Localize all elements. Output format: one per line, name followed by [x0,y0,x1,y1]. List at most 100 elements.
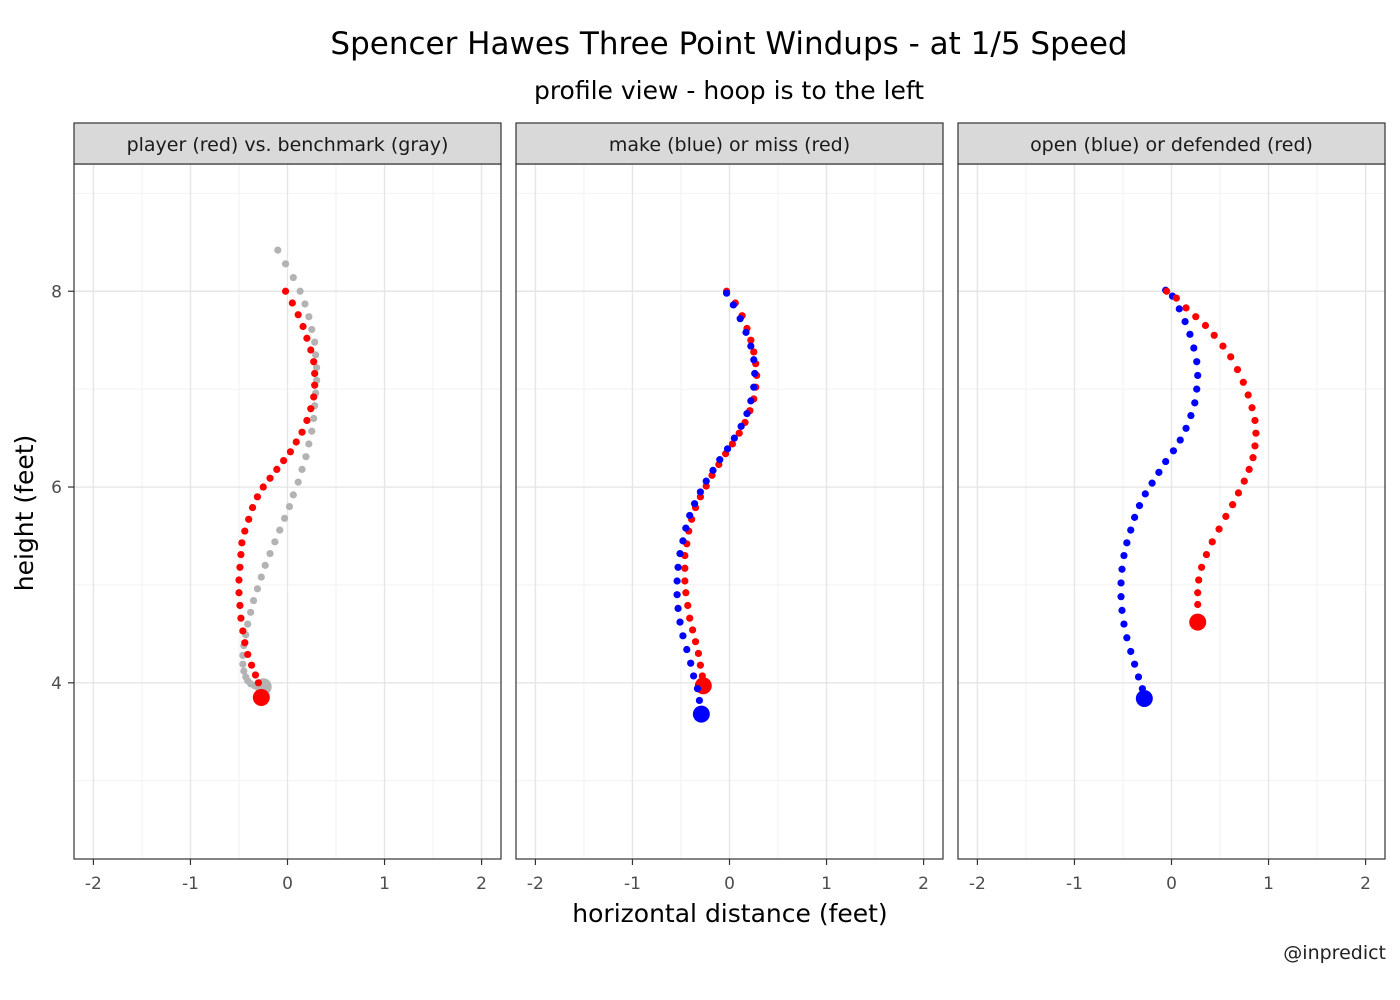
data-point [687,659,695,667]
data-point [1222,512,1230,520]
data-point [676,618,684,626]
x-tick-label: 1 [1263,874,1274,894]
data-point [1182,424,1190,432]
data-point [1127,647,1135,656]
data-point [673,591,681,599]
data-point [1117,593,1125,601]
data-point [311,369,319,378]
facet-strip-label: open (blue) or defended (red) [1030,134,1313,156]
data-point [690,500,699,508]
data-point [695,696,704,705]
data-point [313,364,321,372]
x-tick-label: 2 [918,874,929,894]
data-point [679,632,687,640]
data-point [1118,565,1126,573]
data-point [310,393,318,401]
data-point [251,671,260,679]
data-point [280,456,288,465]
data-point [240,667,248,675]
data-point [285,503,294,511]
y-tick-label: 4 [51,674,62,694]
facet-panel-1: player (red) vs. benchmark (gray) -2 -1 0 1 2… [51,122,502,894]
data-point [722,289,731,297]
series-gray [239,246,321,696]
release-point [692,705,710,723]
data-point [289,273,297,282]
data-point [1163,287,1171,295]
data-point [751,369,759,378]
facet-strip [515,122,944,165]
facet-panel-3: open (blue) or defended (red) -2 -1 0 1 2 [957,122,1386,894]
data-point [1192,313,1200,321]
data-point [747,342,755,350]
data-point [702,477,710,485]
data-point [1123,634,1131,642]
data-point [294,311,302,319]
data-point [691,638,700,646]
data-point [686,511,694,520]
release-point [1135,689,1153,707]
data-point [1148,479,1156,487]
data-point [1162,457,1170,466]
data-point [244,650,252,659]
data-point [244,620,252,628]
data-point [1172,294,1180,302]
data-point [308,427,316,435]
data-point [1182,304,1190,312]
data-point [247,661,256,669]
data-point [1202,550,1211,559]
data-point [239,627,247,635]
data-point [674,604,682,613]
data-point [254,679,262,687]
data-point [716,456,724,464]
x-tick-label: 0 [724,874,735,894]
data-point [681,564,689,572]
facet-strip-label: player (red) vs. benchmark (gray) [127,134,449,156]
data-point [301,300,309,308]
data-point [676,549,684,558]
data-point [723,445,732,453]
data-point [1117,579,1125,587]
data-point [1194,589,1202,597]
x-tick-label: 1 [821,874,832,894]
data-point [674,563,682,571]
data-point [1131,513,1139,521]
data-point [298,465,306,474]
data-point [1120,620,1128,628]
data-point [1251,416,1259,425]
data-point [1208,538,1216,546]
data-point [1229,501,1237,509]
data-point [1195,576,1203,584]
data-point [237,614,245,622]
data-point [689,672,698,680]
data-point [261,561,269,569]
data-point [303,416,311,425]
data-point [1245,465,1253,474]
data-point [1252,429,1260,437]
data-point [294,478,302,486]
data-point [247,608,255,616]
data-point [1233,365,1242,374]
data-point [274,246,282,254]
x-tick-label: 2 [476,874,487,894]
data-point [239,660,247,668]
data-point [1193,358,1201,366]
data-point [276,526,284,534]
data-point [310,358,318,366]
series-red [235,287,319,706]
data-point [305,313,313,321]
x-tick-label: 0 [282,874,293,894]
data-point [271,538,279,546]
data-point [1215,525,1223,533]
chart-title: Spencer Hawes Three Point Windups - at 1… [330,26,1128,62]
data-point [1186,330,1194,338]
data-point [681,577,689,585]
x-tick-label: 0 [1166,874,1177,894]
data-point [273,465,281,474]
data-point [292,438,300,446]
y-tick-label: 8 [51,282,62,302]
data-point [1244,391,1252,399]
data-point [1120,551,1128,560]
data-point [1227,353,1235,361]
